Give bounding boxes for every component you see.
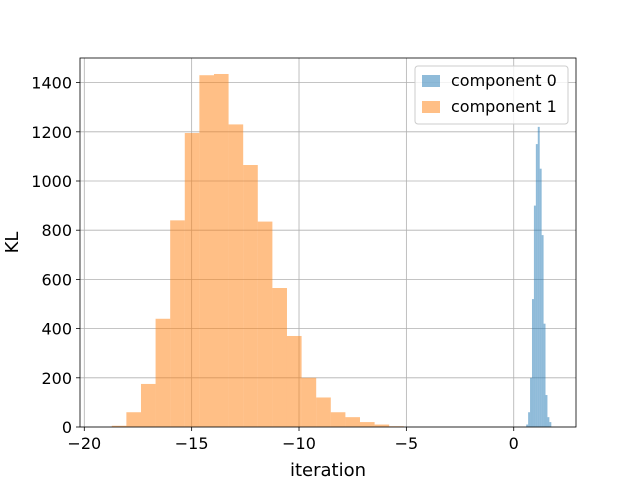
series-1-bar — [199, 75, 214, 427]
bars — [111, 73, 552, 428]
series-1-bar — [170, 220, 185, 427]
x-axis-label: iteration — [290, 460, 366, 480]
series-1-bar — [228, 124, 244, 428]
x-tick-label: −15 — [175, 434, 209, 453]
series-0-bar — [547, 417, 550, 427]
series-1-bar — [243, 165, 258, 427]
y-tick-label: 400 — [41, 320, 72, 339]
series-0-bar — [545, 395, 548, 427]
x-tick-label: 0 — [509, 434, 519, 453]
legend-label: component 1 — [451, 97, 557, 116]
legend-swatch — [422, 75, 440, 87]
y-tick-label: 1400 — [31, 74, 72, 93]
y-tick-label: 600 — [41, 270, 72, 289]
series-1-bar — [345, 417, 360, 427]
x-tick-label: −5 — [395, 434, 419, 453]
series-1-bar — [111, 425, 127, 427]
series-1-bar — [257, 221, 273, 427]
x-tick-label: −10 — [282, 434, 316, 453]
series-0-bar — [541, 235, 544, 427]
series-1-bar — [359, 422, 375, 427]
legend-label: component 0 — [451, 71, 557, 90]
series-1-bar — [330, 412, 346, 427]
plot-frame — [79, 57, 577, 428]
y-axis-label: KL — [2, 232, 23, 254]
legend: component 0 component 1 — [414, 65, 569, 125]
series-0-bar — [530, 377, 532, 427]
x-axis-ticks: −20 −15 −10 −5 0 — [67, 427, 519, 453]
series-0-bar — [539, 168, 542, 427]
series-0-bar — [531, 299, 534, 427]
legend-swatch — [422, 101, 440, 113]
series-1-bar — [316, 397, 331, 427]
series-1-bar — [126, 412, 141, 427]
legend-box — [414, 65, 569, 125]
series-1-bar — [272, 288, 287, 427]
series-1-bar — [301, 377, 317, 427]
series-1-bar — [155, 318, 171, 427]
series-0-bar — [543, 323, 546, 427]
series-1-bar — [286, 335, 302, 427]
y-tick-label: 800 — [41, 221, 72, 240]
series-1-bar — [140, 383, 156, 427]
series-0-bar — [526, 424, 529, 427]
y-tick-label: 200 — [41, 369, 72, 388]
x-tick-label: −20 — [67, 434, 101, 453]
series-0-bar — [549, 422, 552, 427]
series-1-bar — [213, 73, 229, 428]
y-axis-ticks: 0 200 400 600 800 1000 1200 1400 — [31, 74, 80, 437]
y-tick-label: 1000 — [31, 172, 72, 191]
series-0-bar — [537, 126, 540, 427]
series-0-bar — [535, 144, 538, 427]
y-tick-label: 1200 — [31, 123, 72, 142]
series-0-bar — [533, 205, 536, 427]
series-0-bar — [528, 412, 531, 427]
series-1-bar — [184, 133, 200, 427]
y-tick-label: 0 — [62, 418, 72, 437]
series-1-bar — [374, 424, 390, 427]
